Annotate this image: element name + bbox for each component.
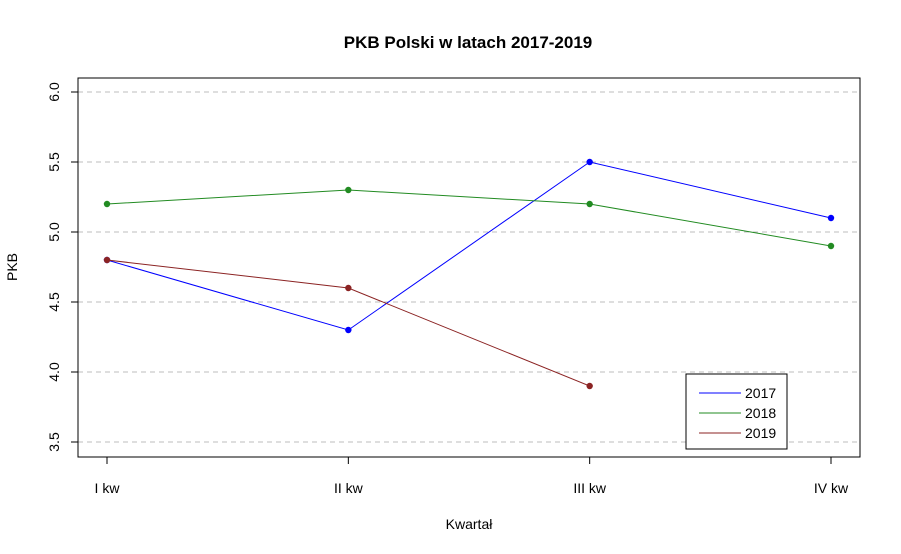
x-tick-label: III kw xyxy=(573,480,607,496)
data-point xyxy=(586,200,593,208)
y-tick-label: 4.0 xyxy=(46,362,62,382)
series-line xyxy=(106,259,590,387)
x-tick-label: IV kw xyxy=(814,480,849,496)
data-point xyxy=(345,284,352,292)
data-point xyxy=(827,242,835,250)
y-tick-label: 5.5 xyxy=(46,152,62,172)
series-2017 xyxy=(103,158,835,334)
y-axis: 3.5 4.0 4.5 5.0 5.5 6.0 xyxy=(46,82,79,452)
data-point xyxy=(827,214,835,222)
x-tick-label: II kw xyxy=(334,480,364,496)
plot-frame xyxy=(77,77,861,458)
series-2018 xyxy=(103,186,835,250)
series-layer xyxy=(103,158,835,390)
y-tick-label: 5.0 xyxy=(46,222,62,242)
series-2019 xyxy=(103,256,593,390)
legend-label: 2017 xyxy=(745,385,776,401)
series-line xyxy=(106,189,832,247)
series-line xyxy=(106,161,832,331)
data-point xyxy=(103,256,111,264)
data-point xyxy=(103,200,111,208)
data-point xyxy=(345,186,352,194)
legend-label: 2019 xyxy=(745,425,776,441)
y-tick-label: 3.5 xyxy=(46,432,62,452)
data-point xyxy=(586,158,593,166)
legend: 2017 2018 2019 xyxy=(685,373,788,450)
y-axis-label: PKB xyxy=(4,253,20,281)
x-axis: I kw II kw III kw IV kw xyxy=(95,456,849,496)
x-tick-label: I kw xyxy=(95,480,121,496)
legend-label: 2018 xyxy=(745,405,776,421)
data-point xyxy=(345,326,352,334)
data-point xyxy=(586,382,593,390)
x-axis-label: Kwartał xyxy=(446,516,494,532)
chart-title: PKB Polski w latach 2017-2019 xyxy=(344,33,593,52)
y-tick-label: 6.0 xyxy=(46,82,62,102)
y-tick-label: 4.5 xyxy=(46,292,62,312)
legend-box xyxy=(685,373,788,450)
